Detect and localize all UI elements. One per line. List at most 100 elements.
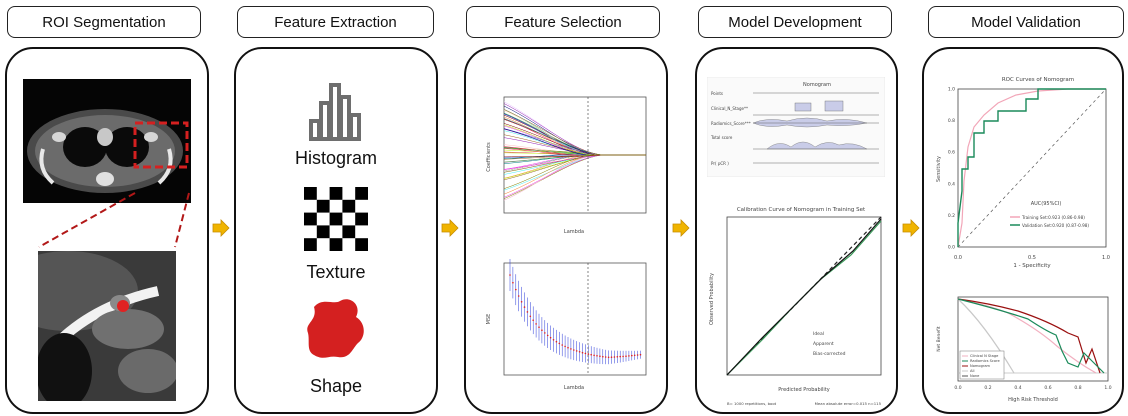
texture-cell <box>355 187 368 200</box>
flow-arrow-icon <box>441 219 459 237</box>
texture-icon <box>304 187 368 251</box>
coefficient-path <box>503 154 646 175</box>
texture-cell <box>355 238 368 251</box>
nomogram-row-label: Clinical_N_Stage** <box>711 106 748 111</box>
mse-point <box>546 334 549 337</box>
shape-label: Shape <box>309 376 363 396</box>
mse-point <box>515 288 517 291</box>
mse-point <box>584 352 587 355</box>
mse-point <box>544 332 546 334</box>
mse-point <box>602 355 604 358</box>
mse-point <box>555 340 558 343</box>
mse-point <box>532 319 534 321</box>
roc-ytick: 0.6 <box>948 150 955 156</box>
mse-point <box>529 315 532 318</box>
calibration-curve-plot: Calibration Curve of Nomogram in Trainin… <box>709 207 882 406</box>
mse-point <box>593 354 595 357</box>
nomogram-row-label: Radiomics_Score*** <box>711 121 751 126</box>
mse-xlabel: Lambda <box>564 385 584 391</box>
panel-roi-segmentation <box>5 47 209 414</box>
zoom-connector <box>38 192 190 248</box>
mse-point <box>541 329 543 331</box>
coef-xlabel: Lambda <box>564 229 584 235</box>
mse-point <box>570 348 572 350</box>
shape-icon <box>307 299 364 358</box>
roc-legend-item: Validation Set:0.920 (0.87-0.98) <box>1022 223 1089 228</box>
texture-cell <box>304 212 317 226</box>
texture-cell <box>304 187 317 200</box>
roc-xtick: 0.0 <box>954 255 962 261</box>
dca-legend-item: Clinical N Stage <box>970 354 999 358</box>
histogram-label: Histogram <box>294 148 378 168</box>
mse-point <box>512 281 514 284</box>
calibration-footer-right: Mean absolute error=0.015 n=115 <box>815 401 882 406</box>
mse-point <box>596 355 598 357</box>
step-header-feature-selection: Feature Selection <box>466 6 660 38</box>
texture-cell <box>304 238 317 251</box>
mse-point <box>622 355 624 358</box>
mse-point <box>517 295 520 297</box>
decision-curve-plot: Clinical N Stage Radiomics Score Nomogra… <box>936 296 1112 403</box>
mse-point <box>549 336 552 339</box>
roc-legend-title: AUC(95%CI) <box>1031 201 1062 207</box>
flow-arrow-icon <box>902 219 920 237</box>
panel-feature-extraction: Histogram Texture Shape <box>234 47 438 414</box>
mse-point <box>578 351 581 353</box>
roc-legend-item: Training Set:0.923 (0.86-0.98) <box>1021 215 1085 220</box>
coefficient-path <box>503 154 646 189</box>
texture-cell <box>355 212 368 226</box>
roc-ylabel: Sensitivity <box>936 156 942 182</box>
step-header-roi-segmentation: ROI Segmentation <box>7 6 201 38</box>
mse-point <box>558 342 561 345</box>
nomogram-figure: Nomogram Points Clinical_N_Stage** Radio… <box>707 77 885 177</box>
mse-point <box>567 346 569 349</box>
mse-point <box>610 356 613 358</box>
dca-legend-item: Nomogram <box>970 364 991 368</box>
flow-arrow-icon <box>212 219 230 237</box>
dca-legend-item: All <box>970 369 974 373</box>
mse-point <box>639 353 642 356</box>
mse-point <box>575 350 578 352</box>
roc-title: ROC Curves of Nomogram <box>1002 77 1074 83</box>
dca-xtick: 0.6 <box>1044 385 1051 391</box>
mse-point <box>599 355 601 357</box>
mse-point <box>619 355 621 358</box>
roc-xtick: 0.5 <box>1028 255 1036 261</box>
roc-xtick: 1.0 <box>1102 255 1110 261</box>
mse-point <box>509 274 511 276</box>
calibration-legend-item: Apparent <box>813 341 834 347</box>
dca-xtick: 1.0 <box>1104 385 1111 391</box>
mse-point <box>581 351 584 354</box>
mse-point <box>523 306 526 308</box>
lasso-coefficient-plot: Coefficients Lambda <box>486 96 647 235</box>
ct-scan-full-image <box>23 79 191 203</box>
panel-model-development: Nomogram Points Clinical_N_Stage** Radio… <box>695 47 898 414</box>
roc-ytick: 0.2 <box>948 213 955 219</box>
nomogram-row-label: Pr( pCR ) <box>711 161 729 166</box>
calibration-legend-item: Ideal <box>813 331 824 337</box>
dca-legend-item: Radiomics Score <box>970 359 1000 363</box>
texture-cell <box>316 199 330 213</box>
mse-point <box>590 353 592 356</box>
mse-point <box>628 355 630 357</box>
panel-model-validation: ROC Curves of Nomogram 1 - Specificity 0… <box>922 47 1124 414</box>
calibration-footer-left: B= 1000 repetitions, boot <box>727 401 777 406</box>
dca-xtick: 0.0 <box>954 385 961 391</box>
step-header-model-validation: Model Validation <box>928 6 1124 38</box>
dca-ylabel: Net Benefit <box>936 326 942 352</box>
nomogram-row-label: Total score <box>710 135 733 140</box>
texture-label: Texture <box>306 262 366 282</box>
step-header-model-development: Model Development <box>698 6 892 38</box>
mse-point <box>631 354 633 357</box>
mse-point <box>604 356 607 358</box>
roc-ytick: 1.0 <box>948 87 955 93</box>
mse-point <box>613 356 616 358</box>
calibration-legend-item: Bias-corrected <box>813 351 846 357</box>
mse-point <box>561 344 563 346</box>
histogram-icon <box>309 83 361 141</box>
mse-point <box>587 353 590 355</box>
mse-point <box>633 354 636 357</box>
ct-scan-zoomed-image <box>38 251 176 401</box>
dca-xtick: 0.4 <box>1014 385 1021 391</box>
mse-ylabel: MSE <box>486 314 492 325</box>
